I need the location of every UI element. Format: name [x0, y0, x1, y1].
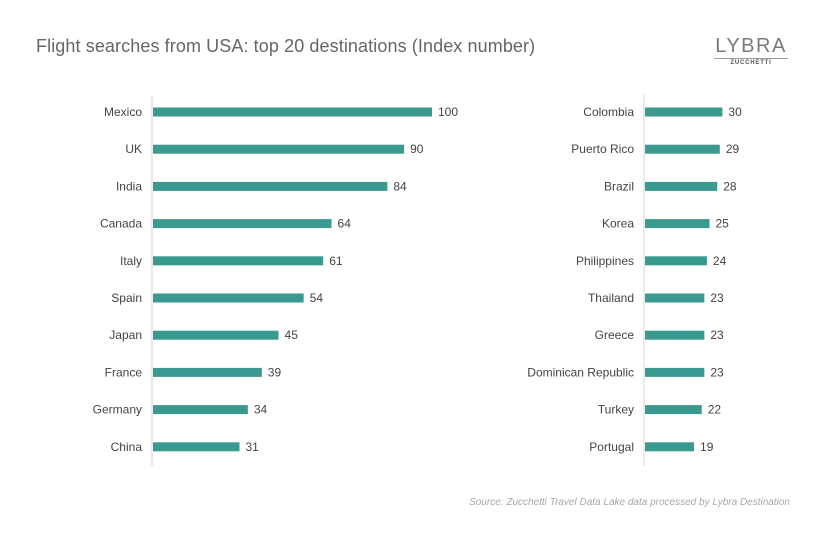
- bar-germany: [153, 405, 248, 415]
- category-label-canada: Canada: [100, 217, 142, 231]
- bar-india: [153, 181, 388, 191]
- bar-france: [153, 367, 262, 377]
- bar-brazil: [645, 181, 718, 191]
- value-label-uk: 90: [410, 142, 424, 156]
- category-label-korea: Korea: [602, 217, 634, 231]
- logo-subtitle: ZUCCHETTI: [730, 60, 772, 66]
- bar-spain: [153, 293, 304, 303]
- value-label-china: 31: [245, 440, 259, 454]
- bar-japan: [153, 330, 279, 340]
- value-label-canada: 64: [338, 217, 352, 231]
- category-label-japan: Japan: [109, 328, 142, 342]
- value-label-puerto-rico: 29: [726, 142, 740, 156]
- value-label-turkey: 22: [708, 403, 722, 417]
- value-label-brazil: 28: [723, 179, 737, 193]
- bar-mexico: [153, 107, 432, 117]
- category-label-italy: Italy: [120, 254, 142, 268]
- lybra-logo: LYBRA ZUCCHETTI: [714, 36, 788, 67]
- category-label-colombia: Colombia: [583, 105, 634, 119]
- category-label-turkey: Turkey: [598, 403, 634, 417]
- bar-korea: [645, 219, 710, 229]
- source-note: Source: Zucchetti Travel Data Lake data …: [469, 497, 790, 508]
- value-label-japan: 45: [285, 328, 299, 342]
- category-label-india: India: [116, 179, 142, 193]
- category-label-uk: UK: [125, 142, 142, 156]
- category-label-spain: Spain: [111, 291, 142, 305]
- category-label-dominican-republic: Dominican Republic: [527, 365, 634, 379]
- value-label-philippines: 24: [713, 254, 727, 268]
- value-label-spain: 54: [310, 291, 324, 305]
- bar-philippines: [645, 256, 707, 266]
- logo-wordmark: LYBRA: [715, 35, 787, 57]
- category-label-france: France: [105, 365, 143, 379]
- value-label-dominican-republic: 23: [710, 365, 724, 379]
- bar-colombia: [645, 107, 723, 117]
- value-label-italy: 61: [329, 254, 343, 268]
- value-label-portugal: 19: [700, 440, 714, 454]
- value-label-colombia: 30: [728, 105, 742, 119]
- bar-canada: [153, 219, 332, 229]
- category-label-portugal: Portugal: [589, 440, 634, 454]
- value-label-mexico: 100: [438, 105, 458, 119]
- value-label-greece: 23: [710, 328, 724, 342]
- value-label-korea: 25: [716, 217, 730, 231]
- bar-turkey: [645, 405, 702, 415]
- logo-divider: [714, 58, 788, 59]
- bar-portugal: [645, 442, 695, 452]
- bar-greece: [645, 330, 705, 340]
- value-label-thailand: 23: [710, 291, 724, 305]
- bar-puerto-rico: [645, 144, 720, 154]
- category-label-mexico: Mexico: [104, 105, 142, 119]
- category-label-philippines: Philippines: [576, 254, 634, 268]
- category-label-brazil: Brazil: [604, 179, 634, 193]
- bar-china: [153, 442, 240, 452]
- category-label-puerto-rico: Puerto Rico: [571, 142, 634, 156]
- bar-uk: [153, 144, 405, 154]
- category-label-germany: Germany: [93, 403, 142, 417]
- bar-italy: [153, 256, 324, 266]
- bar-thailand: [645, 293, 705, 303]
- category-label-china: China: [111, 440, 143, 454]
- category-label-thailand: Thailand: [588, 291, 634, 305]
- value-label-france: 39: [268, 365, 282, 379]
- value-label-india: 84: [393, 179, 407, 193]
- value-label-germany: 34: [254, 403, 268, 417]
- category-label-greece: Greece: [595, 328, 635, 342]
- chart-title: Flight searches from USA: top 20 destina…: [36, 36, 536, 56]
- bar-dominican-republic: [645, 367, 705, 377]
